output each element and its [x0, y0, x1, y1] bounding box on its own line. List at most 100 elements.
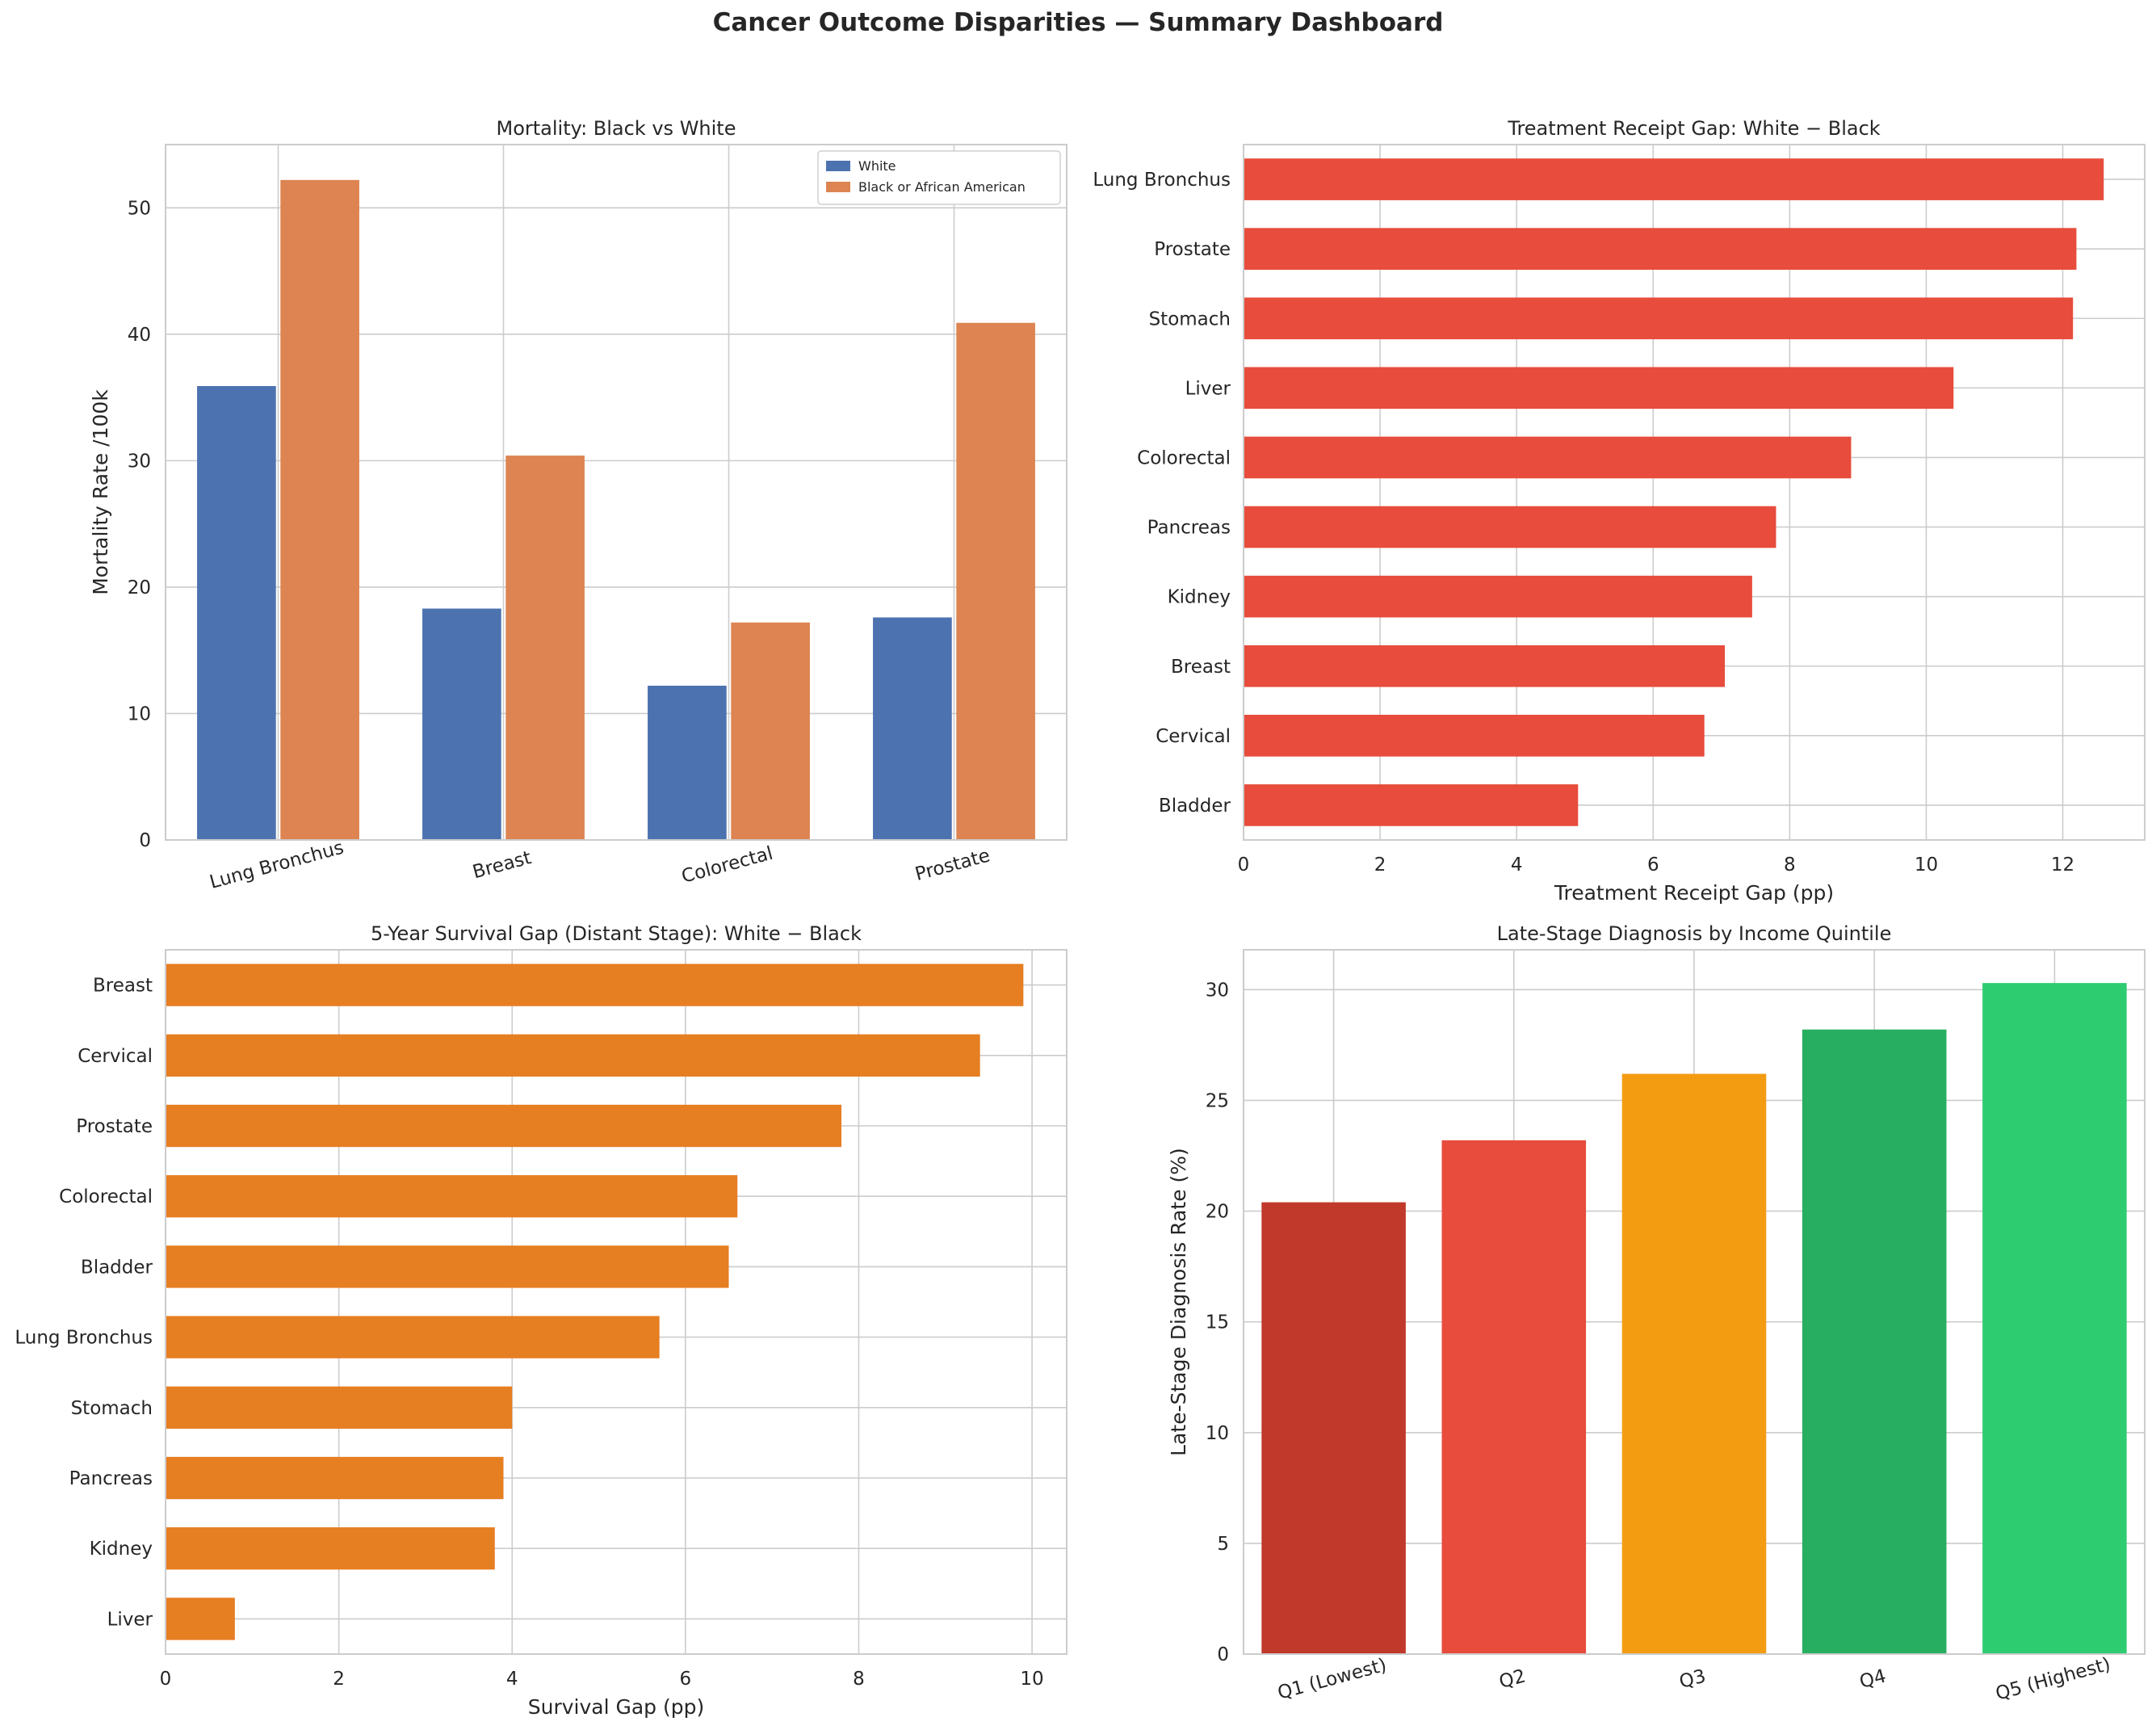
- category-label: Stomach: [1149, 309, 1231, 330]
- y-axis-label: Mortality Rate /100k: [89, 389, 112, 595]
- y-tick-label: 20: [1206, 1202, 1229, 1223]
- bar: [1441, 1140, 1587, 1654]
- chart-mortality: Mortality: Black vs White 0 10 20 30 40 50 Lung…: [89, 117, 1068, 893]
- chart-title: 5-Year Survival Gap (Distant Stage): Whi…: [371, 922, 862, 945]
- y-tick-label: 0: [1217, 1644, 1229, 1665]
- bar: [280, 179, 359, 840]
- x-tick-label: 4: [1511, 855, 1523, 875]
- category-label: Colorectal: [1137, 447, 1231, 468]
- category-label: Prostate: [1154, 239, 1231, 260]
- y-tick-label: 10: [1206, 1423, 1229, 1444]
- x-tick-label: 8: [1784, 855, 1796, 875]
- chart-income: Late-Stage Diagnosis by Income Quintile 0…: [1167, 922, 2146, 1705]
- chart-title: Treatment Receipt Gap: White − Black: [1507, 117, 1880, 140]
- category-label: Colorectal: [679, 843, 775, 888]
- y-tick-label: 20: [128, 577, 151, 598]
- x-tick-label: 4: [506, 1669, 518, 1690]
- category-label: Q4: [1857, 1665, 1888, 1693]
- bar: [1244, 575, 1752, 618]
- bar: [1244, 436, 1852, 479]
- bar: [166, 1527, 495, 1570]
- category-label: Stomach: [71, 1398, 153, 1419]
- category-label: Liver: [107, 1609, 153, 1630]
- bar: [1244, 715, 1705, 757]
- y-tick-label: 5: [1217, 1534, 1229, 1555]
- category-label: Kidney: [90, 1539, 153, 1560]
- bar: [197, 386, 276, 840]
- legend-swatch: [826, 161, 850, 171]
- chart-title: Late-Stage Diagnosis by Income Quintile: [1497, 922, 1892, 945]
- y-tick-label: 30: [1206, 980, 1229, 1001]
- bar: [1982, 983, 2127, 1654]
- x-tick-label: 8: [853, 1669, 865, 1690]
- bar: [166, 1316, 660, 1358]
- category-label: Bladder: [81, 1257, 153, 1278]
- category-label: Bladder: [1159, 796, 1231, 817]
- bar: [422, 608, 501, 840]
- bar: [1244, 645, 1726, 687]
- plot-frame: [165, 949, 1068, 1655]
- legend-swatch: [826, 182, 850, 192]
- legend-label: White: [858, 158, 896, 174]
- bar: [1621, 1073, 1767, 1654]
- x-tick-label: 6: [680, 1669, 692, 1690]
- category-label: Pancreas: [69, 1468, 153, 1489]
- category-label: Q1 (Lowest): [1276, 1655, 1389, 1704]
- category-label: Colorectal: [59, 1186, 153, 1207]
- x-axis-label: Treatment Receipt Gap (pp): [1554, 881, 1834, 905]
- category-label: Q3: [1677, 1665, 1708, 1693]
- bar: [1244, 297, 2074, 340]
- bar: [1244, 228, 2077, 270]
- x-tick-label: 0: [160, 1669, 172, 1690]
- category-label: Lung Bronchus: [1093, 170, 1231, 191]
- y-tick-label: 10: [128, 703, 151, 724]
- x-tick-label: 12: [2051, 855, 2074, 875]
- legend-label: Black or African American: [858, 179, 1026, 195]
- bar: [1244, 158, 2104, 200]
- category-label: Breast: [1171, 657, 1231, 678]
- category-label: Liver: [1185, 378, 1231, 399]
- x-tick-label: 10: [1020, 1669, 1043, 1690]
- bar: [166, 1034, 980, 1077]
- plot-frame: [1243, 144, 2146, 841]
- chart-survival: 5-Year Survival Gap (Distant Stage): Whi…: [15, 922, 1068, 1719]
- category-label: Breast: [93, 976, 153, 997]
- category-label: Prostate: [76, 1116, 153, 1137]
- y-tick-label: 50: [128, 198, 151, 219]
- category-label: Breast: [471, 847, 534, 883]
- x-tick-label: 0: [1238, 855, 1250, 875]
- bar: [166, 1104, 841, 1148]
- category-label: Q2: [1497, 1665, 1528, 1693]
- category-label: Kidney: [1168, 587, 1231, 608]
- y-tick-label: 30: [128, 451, 151, 472]
- bar: [166, 1245, 729, 1288]
- y-tick-label: 0: [139, 830, 151, 851]
- bar: [166, 1456, 504, 1500]
- category-label: Lung Bronchus: [208, 838, 346, 893]
- x-tick-label: 2: [1374, 855, 1386, 875]
- bar: [505, 456, 585, 840]
- bar: [1261, 1202, 1406, 1654]
- category-label: Prostate: [913, 845, 992, 885]
- bar: [731, 622, 810, 840]
- legend-box: [817, 150, 1061, 205]
- bar: [873, 617, 952, 840]
- bar: [956, 322, 1035, 840]
- chart-treatment: Treatment Receipt Gap: White − Black 0 2 4 6…: [1093, 117, 2146, 905]
- bar: [1244, 506, 1776, 548]
- legend: White Black or African American: [817, 150, 1061, 205]
- bar: [166, 964, 1024, 1006]
- y-axis-label: Late-Stage Diagnosis Rate (%): [1167, 1148, 1190, 1456]
- plot-frame: [165, 144, 1068, 841]
- category-label: Cervical: [78, 1046, 153, 1067]
- bar: [166, 1175, 738, 1218]
- y-tick-label: 25: [1206, 1090, 1229, 1111]
- bar: [648, 686, 727, 840]
- dashboard-title: Cancer Outcome Disparities — Summary Das…: [713, 8, 1444, 37]
- x-tick-label: 2: [333, 1669, 345, 1690]
- x-tick-label: 10: [1915, 855, 1938, 875]
- category-label: Cervical: [1156, 726, 1231, 747]
- y-tick-label: 15: [1206, 1312, 1229, 1333]
- plot-frame: [1243, 949, 2146, 1655]
